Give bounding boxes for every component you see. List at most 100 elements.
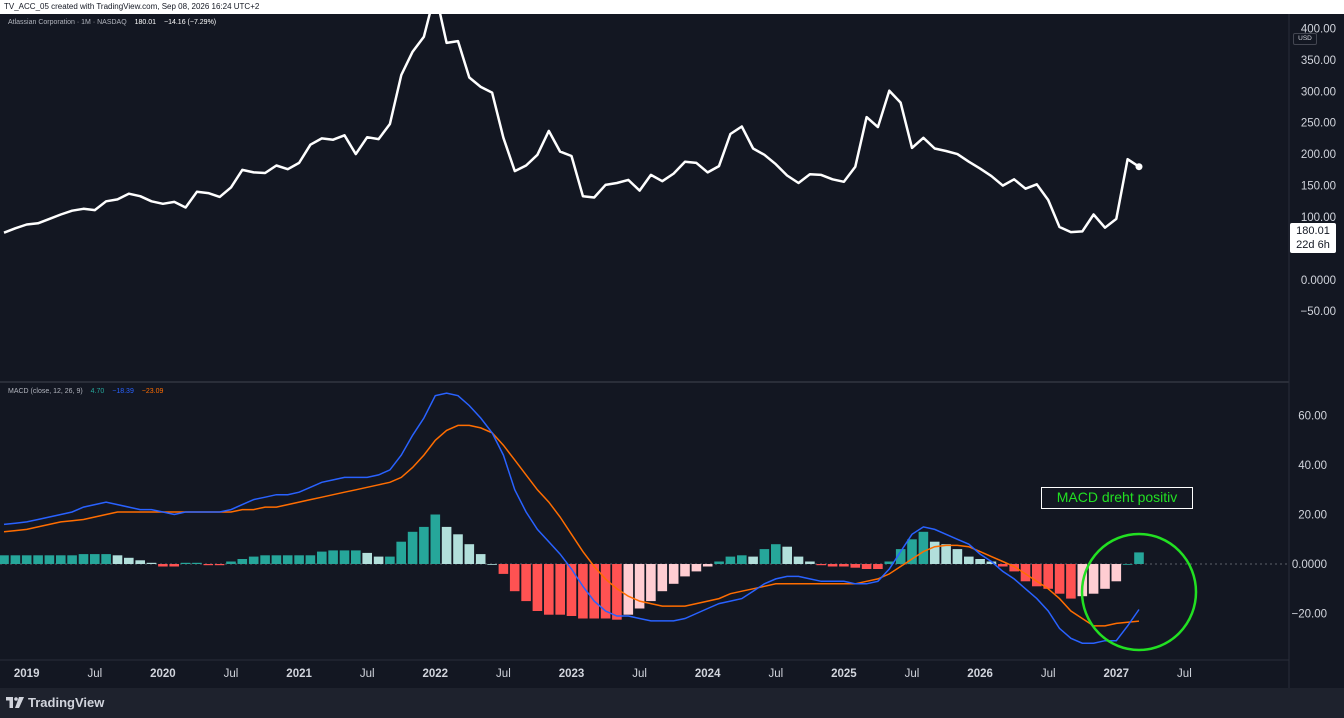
macd-indicator-name: MACD (close, 12, 26, 9) [8, 388, 83, 395]
macd-histogram-bar [646, 564, 656, 602]
macd-histogram-bar [169, 564, 179, 567]
macd-histogram-bar [1122, 564, 1133, 565]
time-axis-ticks: 2019 Jul 2020 Jul 2021 Jul 2022 Jul 2023 Jul 2024 J… [14, 668, 1192, 680]
time-tick-label: Jul [1177, 668, 1192, 680]
macd-histogram-bar [634, 564, 645, 609]
macd-histogram-bar [657, 564, 668, 592]
macd-histogram-bar [964, 556, 974, 564]
macd-histogram-bar [282, 555, 293, 564]
time-tick-label: 2019 [14, 668, 40, 680]
macd-histogram-bar [317, 551, 327, 564]
chart-frame[interactable]: 450.00400.00350.00300.00250.00200.00150.… [0, 14, 1344, 688]
macd-histogram-bar [918, 531, 929, 564]
time-tick-label: Jul [496, 668, 511, 680]
macd-histogram-bar [192, 562, 202, 564]
time-tick-label: 2022 [423, 668, 449, 680]
macd-histogram-bar [827, 564, 838, 567]
macd-histogram-bar [158, 564, 168, 567]
last-price-dot [1135, 163, 1143, 171]
macd-histogram-bar [1043, 564, 1053, 589]
macd-histogram-bar [464, 544, 475, 564]
macd-histogram-bar [907, 539, 917, 565]
macd-histogram-bar [396, 541, 406, 564]
macd-histogram-bar [532, 564, 543, 611]
macd-histogram-bar [589, 564, 599, 619]
macd-tick-label: 40.00 [1298, 460, 1327, 472]
macd-histogram-bar [702, 564, 713, 567]
macd-histogram-bar [0, 555, 9, 564]
price-tick-label: 400.00 [1301, 23, 1336, 35]
macd-histogram-bar [680, 564, 690, 577]
macd-histogram-bar [1066, 564, 1076, 599]
symbol-line: Atlassian Corporation · 1M · NASDAQ [8, 19, 127, 26]
macd-histogram-bar [124, 557, 134, 564]
macd-histogram-bar [782, 546, 792, 564]
price-tick-label: 0.0000 [1301, 275, 1336, 287]
brand-name: TradingView [28, 695, 105, 710]
price-tag-price: 180.01 [1296, 225, 1330, 237]
macd-histogram-bar [214, 564, 225, 566]
macd-histogram-bar [67, 555, 77, 564]
macd-histogram-bar [1088, 564, 1099, 594]
price-tick-label: 350.00 [1301, 55, 1336, 67]
macd-histogram-bar [271, 555, 282, 564]
macd-histogram-bar [44, 555, 55, 564]
macd-histogram-bar [566, 564, 577, 616]
macd-histogram-bar [623, 564, 634, 615]
macd-histogram-bar [941, 544, 951, 564]
macd-line-value: −18.39 [112, 388, 134, 395]
time-tick-label: 2024 [695, 668, 721, 680]
macd-histogram-bar [793, 556, 804, 564]
macd-tick-label: 20.00 [1298, 510, 1327, 522]
time-tick-label: Jul [360, 668, 375, 680]
macd-histogram-bar [237, 559, 248, 564]
macd-histogram-bar [441, 526, 452, 564]
price-legend: Atlassian Corporation · 1M · NASDAQ 180.… [8, 19, 216, 26]
price-tag: 180.01 22d 6h [1290, 223, 1336, 253]
time-tick-label: 2027 [1104, 668, 1130, 680]
macd-histogram-bar [895, 549, 906, 564]
time-tick-label: 2021 [286, 668, 312, 680]
change-value: −14.16 (−7.29%) [163, 19, 217, 26]
macd-signal-value: −23.09 [141, 388, 164, 395]
currency-badge[interactable]: USD [1293, 33, 1317, 45]
macd-histogram-bar [555, 564, 565, 615]
macd-histogram-bar [328, 550, 338, 564]
annotation-label[interactable]: MACD dreht positiv [1041, 487, 1193, 509]
macd-histogram-bar [816, 564, 826, 566]
macd-histogram-bar [419, 526, 429, 564]
price-tick-label: 150.00 [1301, 181, 1336, 193]
time-tick-label: Jul [632, 668, 647, 680]
macd-histogram-bar [21, 555, 32, 564]
macd-histogram-bar [305, 555, 316, 564]
macd-histogram-bar [248, 556, 259, 564]
macd-tick-label: 0.0000 [1292, 559, 1327, 571]
time-tick-label: 2020 [150, 668, 176, 680]
price-tick-label: 100.00 [1301, 212, 1336, 224]
macd-histogram-bar [600, 564, 611, 619]
price-tick-label: −50.00 [1301, 306, 1337, 318]
macd-histogram-bar [339, 550, 350, 564]
macd-histogram-bar [748, 556, 758, 564]
macd-histogram-bar [771, 544, 781, 564]
macd-legend: MACD (close, 12, 26, 9) 4.70 −18.39 −23.… [8, 388, 163, 395]
chart-svg[interactable]: 450.00400.00350.00300.00250.00200.00150.… [0, 14, 1344, 688]
macd-histogram-bar [112, 555, 123, 564]
macd-histogram-bar [373, 556, 384, 564]
price-tag-countdown: 22d 6h [1296, 239, 1330, 251]
macd-histogram-bar [861, 564, 872, 569]
macd-histogram-bar [850, 564, 861, 568]
macd-histogram-bar [714, 561, 724, 564]
macd-line [3, 392, 1140, 644]
macd-histogram-bar [737, 555, 747, 564]
macd-histogram-bar [839, 564, 849, 567]
caption-bar: TV_ACC_05 created with TradingView.com, … [0, 0, 1344, 14]
macd-histogram-bar [998, 564, 1008, 567]
price-axis-ticks: 450.00400.00350.00300.00250.00200.00150.… [1301, 23, 1337, 318]
macd-histogram-bar [1032, 564, 1042, 587]
tradingview-brand[interactable]: TradingView [6, 695, 104, 710]
macd-histogram-bar [78, 554, 89, 564]
price-tick-label: 250.00 [1301, 118, 1336, 130]
macd-histogram-bar [1100, 564, 1110, 589]
time-tick-label: 2026 [967, 668, 993, 680]
